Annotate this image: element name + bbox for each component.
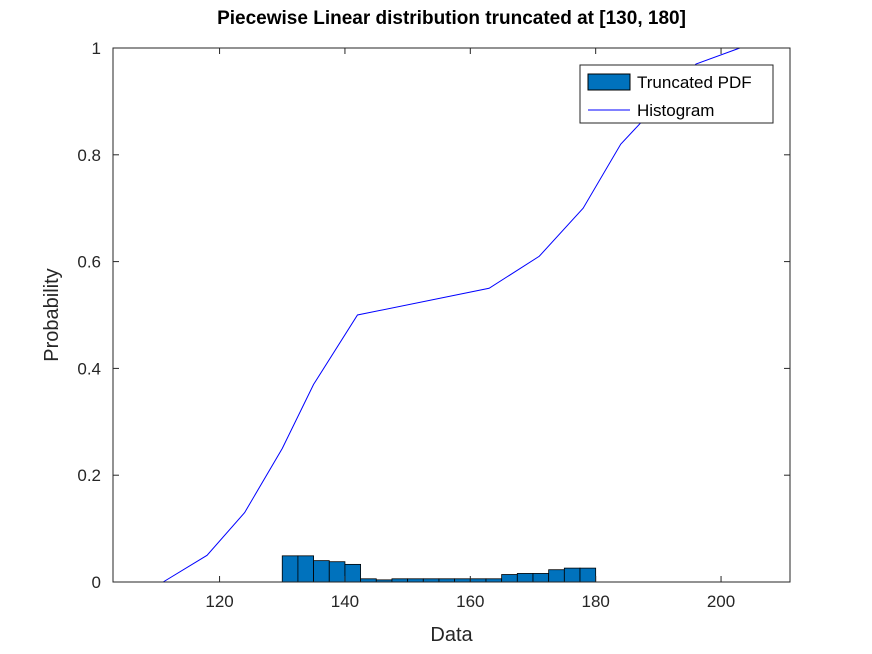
series-line-histogram [162, 47, 741, 583]
x-tick-label: 160 [456, 592, 484, 611]
histogram-bar [344, 563, 362, 583]
histogram-bar [579, 567, 597, 583]
legend: Truncated PDF Histogram [579, 64, 774, 124]
histogram-bar [313, 560, 330, 583]
histogram-bar [281, 555, 299, 583]
x-tick-label: 200 [707, 592, 735, 611]
y-tick-label: 1 [92, 39, 101, 58]
x-tick-label: 140 [331, 592, 359, 611]
histogram-bar [532, 573, 550, 583]
y-tick-label: 0 [92, 573, 101, 592]
chart-title: Piecewise Linear distribution truncated … [217, 8, 686, 29]
line-layer [162, 47, 741, 583]
plot-area [113, 48, 790, 582]
legend-label-truncated-pdf: Truncated PDF [637, 73, 752, 92]
histogram-bar [548, 569, 565, 583]
histogram-bar [297, 555, 314, 583]
histogram-bar [516, 573, 534, 583]
y-tick-label: 0.6 [77, 253, 101, 272]
ticks-layer: 120 140 160 180 200 0 0.2 0.4 0.6 0.8 1 [77, 39, 790, 611]
histogram-bar [563, 567, 581, 583]
y-tick-label: 0.8 [77, 146, 101, 165]
x-tick-label: 120 [205, 592, 233, 611]
x-axis-label: Data [430, 624, 473, 646]
axes-box [112, 47, 791, 583]
y-tick-label: 0.4 [77, 359, 101, 378]
histogram-bar [328, 561, 346, 583]
x-tick-label: 180 [581, 592, 609, 611]
y-axis-label: Probability [41, 268, 63, 361]
histogram-bar [501, 574, 518, 583]
y-tick-label: 0.2 [77, 466, 101, 485]
legend-label-histogram: Histogram [637, 101, 714, 120]
legend-swatch-truncated-pdf [587, 73, 631, 91]
